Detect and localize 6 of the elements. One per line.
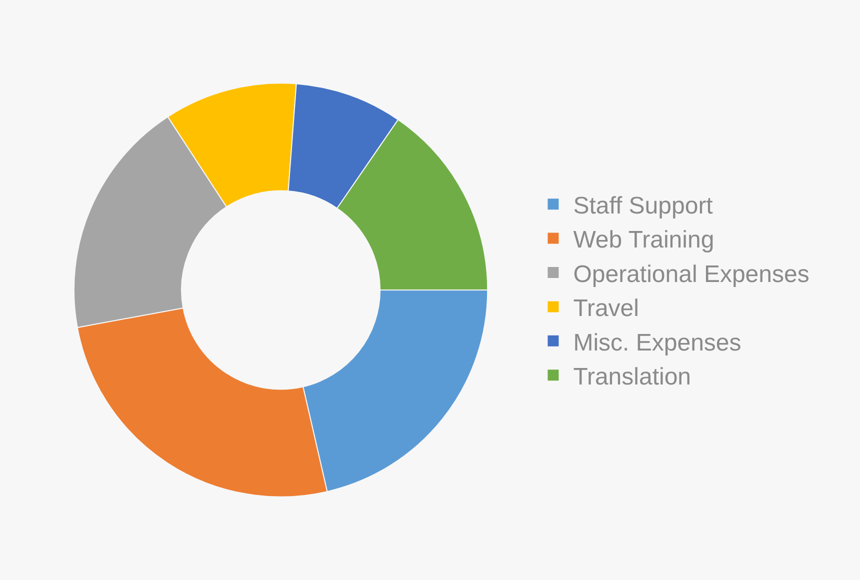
legend-label: Staff Support — [573, 192, 714, 220]
legend-label: Operational Expenses — [573, 260, 810, 288]
legend-label: Misc. Expenses — [573, 329, 742, 356]
legend-label: Travel — [573, 295, 639, 322]
legend-label: Translation — [573, 363, 692, 390]
legend-label: Web Training — [573, 226, 714, 254]
